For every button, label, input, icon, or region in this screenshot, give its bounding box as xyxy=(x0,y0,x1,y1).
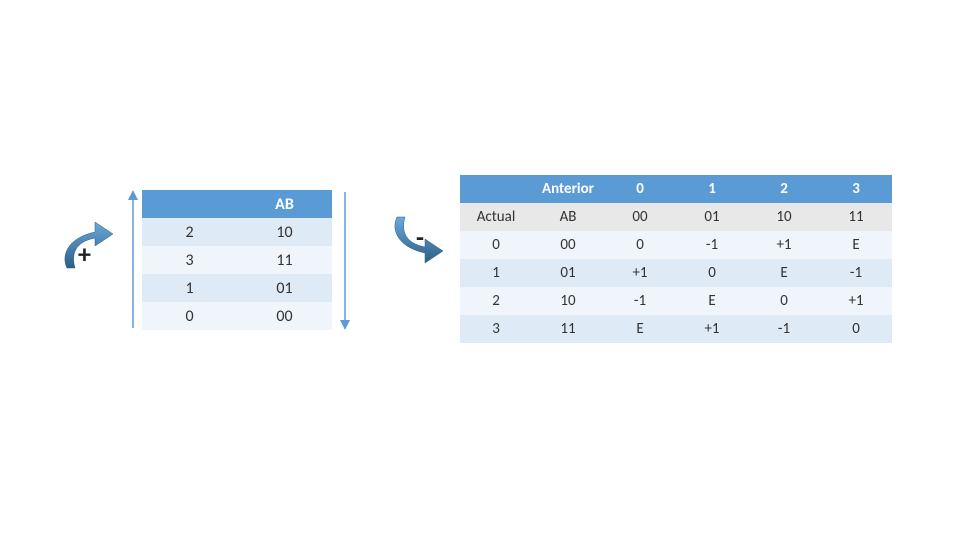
cell: E xyxy=(748,259,820,287)
left-table: AB 2 10 3 11 1 01 0 00 xyxy=(142,190,332,330)
rh1: Anterior xyxy=(532,175,604,203)
cell: 2 xyxy=(460,287,532,315)
lh0 xyxy=(142,190,237,218)
curved-arrow-down-icon xyxy=(385,205,445,265)
rs0: Actual xyxy=(460,203,532,231)
lr1c0: 3 xyxy=(142,246,237,274)
cell: +1 xyxy=(676,315,748,343)
left-encoding-block: + AB 2 10 3 11 1 01 0 xyxy=(60,190,332,330)
lh1: AB xyxy=(237,190,332,218)
cell: 3 xyxy=(460,315,532,343)
table-row: 2 10 -1 E 0 +1 xyxy=(460,287,892,315)
cell: 0 xyxy=(460,231,532,259)
lr2c1: 01 xyxy=(237,274,332,302)
rs5: 11 xyxy=(820,203,892,231)
cell: 10 xyxy=(532,287,604,315)
lr0c1: 10 xyxy=(237,218,332,246)
cell: 0 xyxy=(748,287,820,315)
cell: 00 xyxy=(532,231,604,259)
rh4: 2 xyxy=(748,175,820,203)
cell: -1 xyxy=(604,287,676,315)
cell: 11 xyxy=(532,315,604,343)
rs3: 01 xyxy=(676,203,748,231)
cell: 0 xyxy=(604,231,676,259)
lr2c0: 1 xyxy=(142,274,237,302)
cell: -1 xyxy=(676,231,748,259)
table-row: 0 00 0 -1 +1 E xyxy=(460,231,892,259)
lr3c0: 0 xyxy=(142,302,237,330)
rh2: 0 xyxy=(604,175,676,203)
lr3c1: 00 xyxy=(237,302,332,330)
cell: 1 xyxy=(460,259,532,287)
right-state-block: - Anterior 0 1 2 3 Actual AB 00 01 10 11 xyxy=(390,175,892,343)
cell: -1 xyxy=(820,259,892,287)
curved-arrow-up-icon xyxy=(55,220,115,280)
rs1: AB xyxy=(532,203,604,231)
cell: +1 xyxy=(604,259,676,287)
table-row: 1 01 +1 0 E -1 xyxy=(460,259,892,287)
thin-arrow-up-icon xyxy=(124,188,142,332)
cell: E xyxy=(820,231,892,259)
lr0c0: 2 xyxy=(142,218,237,246)
cell: +1 xyxy=(748,231,820,259)
cell: 0 xyxy=(820,315,892,343)
cell: -1 xyxy=(748,315,820,343)
cell: 01 xyxy=(532,259,604,287)
cell: 0 xyxy=(676,259,748,287)
rs4: 10 xyxy=(748,203,820,231)
cell: E xyxy=(676,287,748,315)
table-row: 3 11 E +1 -1 0 xyxy=(460,315,892,343)
rh5: 3 xyxy=(820,175,892,203)
rh0 xyxy=(460,175,532,203)
cell: E xyxy=(604,315,676,343)
rs2: 00 xyxy=(604,203,676,231)
right-table: Anterior 0 1 2 3 Actual AB 00 01 10 11 0… xyxy=(460,175,892,343)
lr1c1: 11 xyxy=(237,246,332,274)
thin-arrow-down-icon xyxy=(336,188,354,332)
cell: +1 xyxy=(820,287,892,315)
rh3: 1 xyxy=(676,175,748,203)
